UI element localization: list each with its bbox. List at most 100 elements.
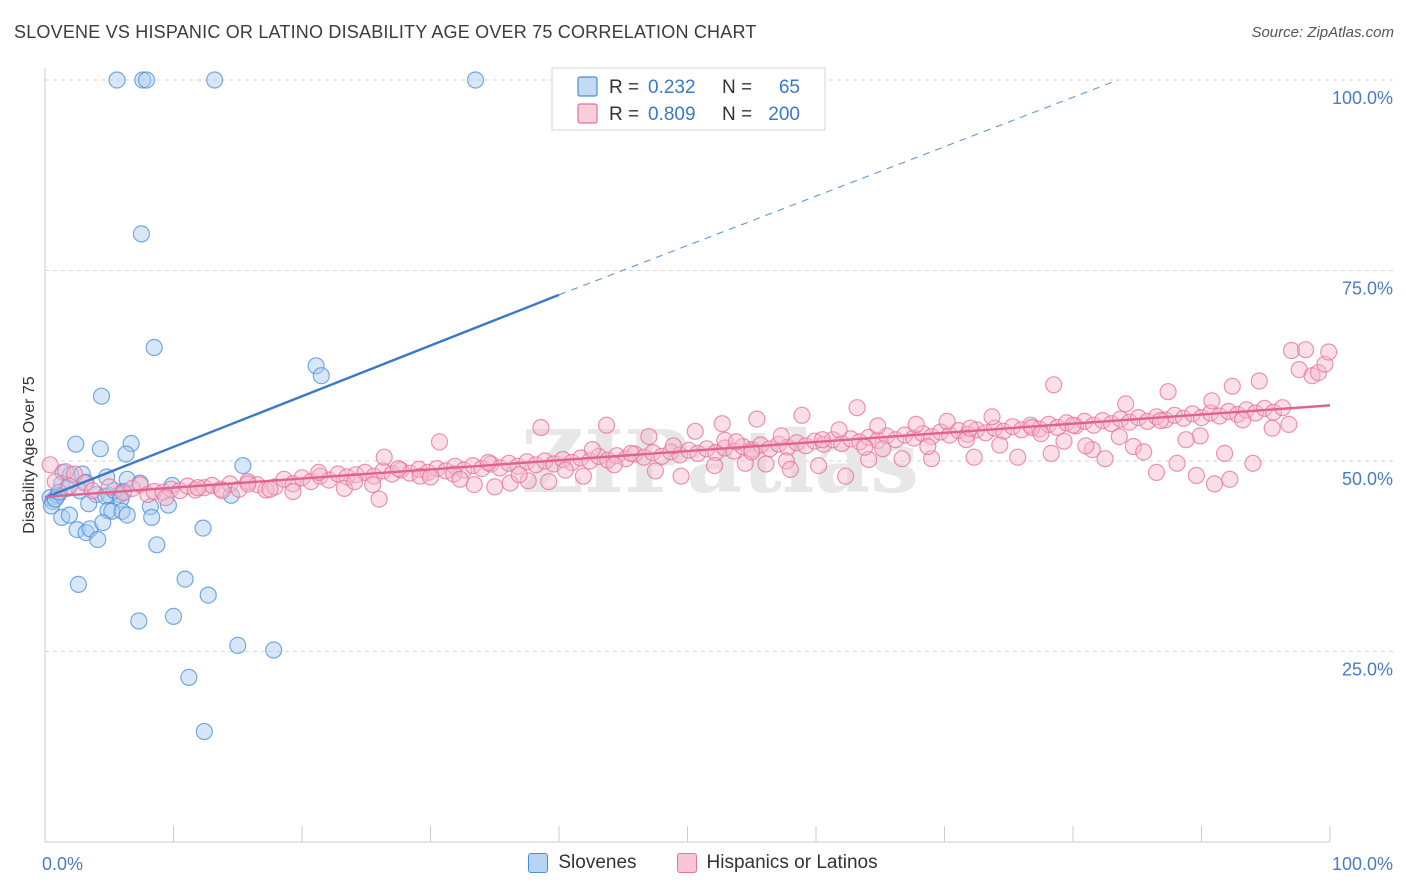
point-slovenes-9 xyxy=(312,367,330,385)
point-hispanics-153 xyxy=(793,406,811,424)
point-hispanics-185 xyxy=(1244,454,1262,472)
point-hispanics-121 xyxy=(1120,413,1139,431)
slovenes-points xyxy=(41,71,485,741)
point-slovenes-65 xyxy=(195,722,213,741)
stats-swatch-0 xyxy=(577,76,598,97)
point-hispanics-239 xyxy=(510,466,528,484)
slovenes-trend-line xyxy=(44,293,560,499)
point-hispanics-154 xyxy=(748,410,766,428)
point-hispanics-233 xyxy=(189,479,207,497)
point-slovenes-5 xyxy=(132,225,150,243)
point-hispanics-0 xyxy=(41,456,59,474)
point-hispanics-159 xyxy=(479,453,497,472)
point-hispanics-181 xyxy=(1168,454,1186,472)
stats-n-label-0: N = xyxy=(722,77,752,98)
stats-n-label-1: N = xyxy=(722,104,752,125)
point-hispanics-220 xyxy=(727,433,745,451)
stats-r-label-1: R = xyxy=(609,104,639,125)
point-hispanics-229 xyxy=(1077,437,1095,455)
stats-r-value-0: 0.232 xyxy=(648,77,696,98)
point-hispanics-191 xyxy=(540,473,558,491)
point-hispanics-226 xyxy=(991,436,1009,454)
point-hispanics-146 xyxy=(1250,372,1268,390)
point-hispanics-228 xyxy=(1055,432,1073,450)
point-hispanics-175 xyxy=(1009,448,1027,466)
point-hispanics-232 xyxy=(1215,444,1234,462)
point-hispanics-176 xyxy=(1042,444,1060,462)
point-slovenes-53 xyxy=(89,530,107,549)
point-hispanics-217 xyxy=(597,416,616,434)
point-hispanics-214 xyxy=(1191,427,1209,445)
point-hispanics-240 xyxy=(622,444,640,462)
y-tick-label-0: 100.0% xyxy=(1332,88,1393,108)
point-hispanics-227 xyxy=(1032,425,1050,443)
point-hispanics-218 xyxy=(640,428,658,446)
point-slovenes-48 xyxy=(68,520,86,539)
point-slovenes-47 xyxy=(143,508,161,527)
point-slovenes-55 xyxy=(148,536,166,554)
point-hispanics-149 xyxy=(1159,383,1177,401)
point-hispanics-222 xyxy=(830,421,848,439)
point-hispanics-224 xyxy=(919,437,937,456)
point-slovenes-8 xyxy=(307,357,325,375)
source-label: Source: ZipAtlas.com xyxy=(1251,24,1394,41)
point-hispanics-164 xyxy=(646,462,665,480)
point-slovenes-54 xyxy=(94,514,112,532)
gridlines xyxy=(45,79,1395,652)
point-hispanics-244 xyxy=(961,419,979,437)
point-hispanics-237 xyxy=(421,468,440,486)
point-hispanics-6 xyxy=(83,482,102,500)
point-hispanics-145 xyxy=(1320,343,1338,361)
point-hispanics-202 xyxy=(664,437,683,455)
point-hispanics-158 xyxy=(375,448,393,466)
point-hispanics-170 xyxy=(836,467,855,485)
stats-n-value-1: 200 xyxy=(768,104,800,125)
point-slovenes-56 xyxy=(194,519,212,537)
point-slovenes-2 xyxy=(137,71,156,89)
chart-title: SLOVENE VS HISPANIC OR LATINO DISABILITY… xyxy=(14,22,757,42)
point-hispanics-169 xyxy=(809,457,828,475)
point-hispanics-150 xyxy=(1117,395,1135,413)
point-hispanics-152 xyxy=(848,399,866,417)
point-hispanics-186 xyxy=(1263,419,1281,437)
stats-r-value-1: 0.809 xyxy=(648,104,696,125)
y-axis-title: Disability Age Over 75 xyxy=(21,376,38,534)
point-hispanics-148 xyxy=(1203,392,1221,410)
y-tick-label-3: 25.0% xyxy=(1342,660,1393,680)
point-slovenes-10 xyxy=(67,435,85,453)
point-hispanics-208 xyxy=(938,412,956,430)
point-hispanics-221 xyxy=(772,427,790,445)
point-hispanics-243 xyxy=(856,438,874,456)
point-hispanics-109 xyxy=(1012,421,1031,439)
legend-item-slovenes[interactable]: Slovenes xyxy=(528,852,637,874)
point-hispanics-216 xyxy=(1280,415,1298,433)
point-hispanics-189 xyxy=(486,478,504,496)
point-slovenes-61 xyxy=(164,607,183,626)
point-hispanics-174 xyxy=(965,448,983,466)
y-tick-label-1: 75.0% xyxy=(1342,279,1393,299)
point-slovenes-0 xyxy=(108,71,126,89)
point-hispanics-236 xyxy=(370,490,388,508)
hispanics-points xyxy=(41,341,1338,508)
point-hispanics-213 xyxy=(1151,412,1170,430)
slovenes-swatch xyxy=(528,853,549,873)
point-hispanics-219 xyxy=(686,422,704,440)
point-slovenes-44 xyxy=(118,506,136,524)
point-hispanics-182 xyxy=(1187,466,1206,485)
point-slovenes-1 xyxy=(134,71,152,89)
hispanics-trend-line xyxy=(44,404,1331,499)
point-hispanics-180 xyxy=(1147,463,1166,481)
point-hispanics-194 xyxy=(335,479,353,497)
point-hispanics-190 xyxy=(519,472,537,490)
point-slovenes-57 xyxy=(69,575,88,594)
legend-item-hispanics[interactable]: Hispanics or Latinos xyxy=(676,852,878,874)
point-slovenes-4 xyxy=(466,71,485,89)
point-slovenes-50 xyxy=(60,506,79,524)
point-hispanics-184 xyxy=(1221,470,1239,488)
axes xyxy=(44,68,1331,843)
point-hispanics-168 xyxy=(777,452,796,470)
point-hispanics-204 xyxy=(757,455,775,473)
point-hispanics-163 xyxy=(605,456,623,474)
point-hispanics-172 xyxy=(893,450,911,468)
